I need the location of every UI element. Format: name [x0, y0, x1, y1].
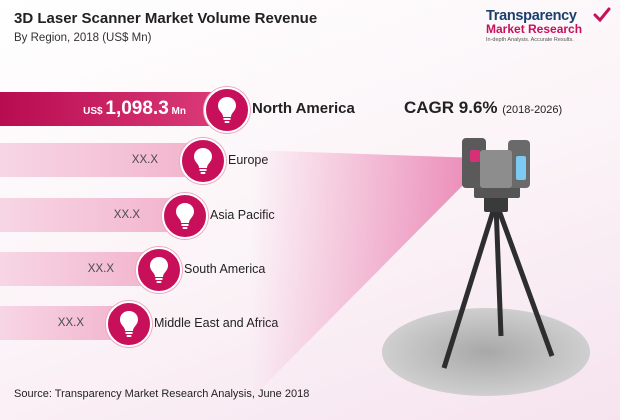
- value-number: 1,098.3: [105, 98, 169, 119]
- scanner-body: [480, 150, 512, 188]
- value-prefix: US$: [83, 106, 106, 117]
- bar-europe: XX.X: [0, 143, 204, 177]
- logo-line-1: Transparency: [486, 8, 577, 24]
- data-label: US$ 1,098.3 Mn: [83, 92, 186, 126]
- company-logo: Transparency Market Research In-depth An…: [486, 7, 612, 43]
- cagr-period: (2018-2026): [502, 104, 563, 116]
- category-label: Middle East and Africa: [154, 316, 279, 330]
- tripod-leg-left: [441, 204, 498, 369]
- lightbulb-icon: [162, 193, 208, 239]
- bar-asia-pacific: XX.X: [0, 198, 186, 232]
- lightbulb-icon: [204, 87, 250, 133]
- lightbulb-icon: [180, 138, 226, 184]
- data-label: XX.X: [131, 154, 158, 166]
- data-label: XX.X: [57, 317, 84, 329]
- data-label: XX.X: [87, 263, 114, 275]
- checkmark-icon: [593, 7, 611, 23]
- laser-beam: [250, 150, 480, 400]
- value-unit: Mn: [168, 106, 186, 117]
- lightbulb-icon: [136, 247, 182, 293]
- logo-line-2: Market Research: [486, 22, 583, 36]
- tripod-head: [484, 196, 508, 212]
- chart-title: 3D Laser Scanner Market Volume Revenue: [14, 10, 318, 27]
- cagr-value: CAGR 9.6%: [404, 98, 498, 117]
- floor-shadow: [382, 308, 590, 396]
- tripod-leg-center: [493, 204, 504, 337]
- cagr-label: CAGR 9.6% (2018-2026): [404, 98, 562, 118]
- bar-south-america: XX.X: [0, 252, 160, 286]
- scanner-mirror: [516, 156, 526, 180]
- scanner-base: [474, 186, 520, 198]
- chart-subtitle: By Region, 2018 (US$ Mn): [14, 32, 152, 44]
- tripod-leg-right: [494, 204, 555, 357]
- source-note: Source: Transparency Market Research Ana…: [14, 388, 310, 400]
- category-label: North America: [252, 100, 355, 117]
- scanner-lens: [470, 150, 480, 162]
- data-label: XX.X: [113, 209, 140, 221]
- logo-tagline: In-depth Analysis. Accurate Results.: [486, 37, 574, 43]
- lightbulb-icon: [106, 301, 152, 347]
- bar-north-america: US$ 1,098.3 Mn: [0, 92, 228, 126]
- category-label: South America: [184, 262, 266, 276]
